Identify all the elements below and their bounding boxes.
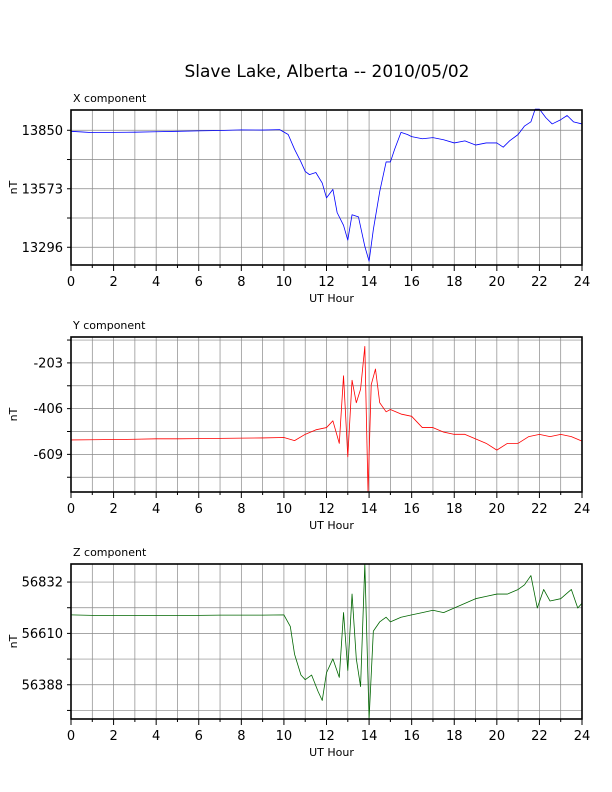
panel-title: X component	[73, 92, 147, 105]
x-tick-label: 16	[403, 275, 420, 290]
x-tick-label: 16	[403, 729, 420, 744]
x-tick-label: 4	[152, 729, 160, 744]
x-tick-label: 14	[361, 275, 378, 290]
x-axis-label: UT Hour	[309, 746, 354, 759]
x-tick-label: 18	[446, 729, 463, 744]
x-axis-label: UT Hour	[309, 292, 354, 305]
y-tick-label: 13296	[22, 241, 63, 256]
x-tick-label: 8	[237, 275, 245, 290]
y-axis-label: nT	[7, 407, 20, 421]
x-tick-label: 16	[403, 502, 420, 517]
y-tick-label: -406	[33, 402, 63, 417]
x-tick-label: 22	[531, 729, 548, 744]
panel-title: Y component	[72, 319, 146, 332]
x-tick-label: 20	[489, 502, 506, 517]
x-axis-label: UT Hour	[309, 519, 354, 532]
y-tick-label: 13573	[22, 182, 63, 197]
y-tick-label: -203	[33, 356, 63, 371]
x-tick-label: 14	[361, 729, 378, 744]
x-tick-label: 0	[67, 275, 75, 290]
x-tick-label: 2	[109, 502, 117, 517]
x-tick-label: 6	[195, 729, 203, 744]
x-tick-label: 0	[67, 729, 75, 744]
y-tick-label: 56610	[22, 627, 63, 642]
y-tick-label: -609	[33, 448, 63, 463]
x-tick-label: 10	[276, 275, 293, 290]
x-tick-label: 4	[152, 502, 160, 517]
x-tick-label: 2	[109, 729, 117, 744]
y-tick-label: 56388	[22, 678, 63, 693]
x-tick-label: 12	[318, 502, 335, 517]
x-tick-label: 20	[489, 275, 506, 290]
y-axis-label: nT	[7, 180, 20, 194]
x-tick-label: 20	[489, 729, 506, 744]
y-tick-label: 56832	[22, 576, 63, 591]
x-tick-label: 8	[237, 729, 245, 744]
series-line	[70, 108, 583, 262]
panel-title: Z component	[73, 546, 147, 559]
x-tick-label: 24	[574, 502, 591, 517]
x-tick-label: 24	[574, 729, 591, 744]
x-tick-label: 14	[361, 502, 378, 517]
x-tick-label: 18	[446, 502, 463, 517]
x-tick-label: 18	[446, 275, 463, 290]
x-tick-label: 0	[67, 502, 75, 517]
x-tick-label: 10	[276, 729, 293, 744]
x-tick-label: 4	[152, 275, 160, 290]
x-tick-label: 6	[195, 275, 203, 290]
figure-title: Slave Lake, Alberta -- 2010/05/02	[185, 62, 470, 82]
x-tick-label: 22	[531, 502, 548, 517]
x-tick-label: 12	[318, 275, 335, 290]
x-tick-label: 10	[276, 502, 293, 517]
x-tick-label: 8	[237, 502, 245, 517]
x-tick-label: 6	[195, 502, 203, 517]
x-tick-label: 2	[109, 275, 117, 290]
x-tick-label: 12	[318, 729, 335, 744]
x-tick-label: 22	[531, 275, 548, 290]
y-axis-label: nT	[7, 634, 20, 648]
x-tick-label: 24	[574, 275, 591, 290]
y-tick-label: 13850	[22, 124, 63, 139]
